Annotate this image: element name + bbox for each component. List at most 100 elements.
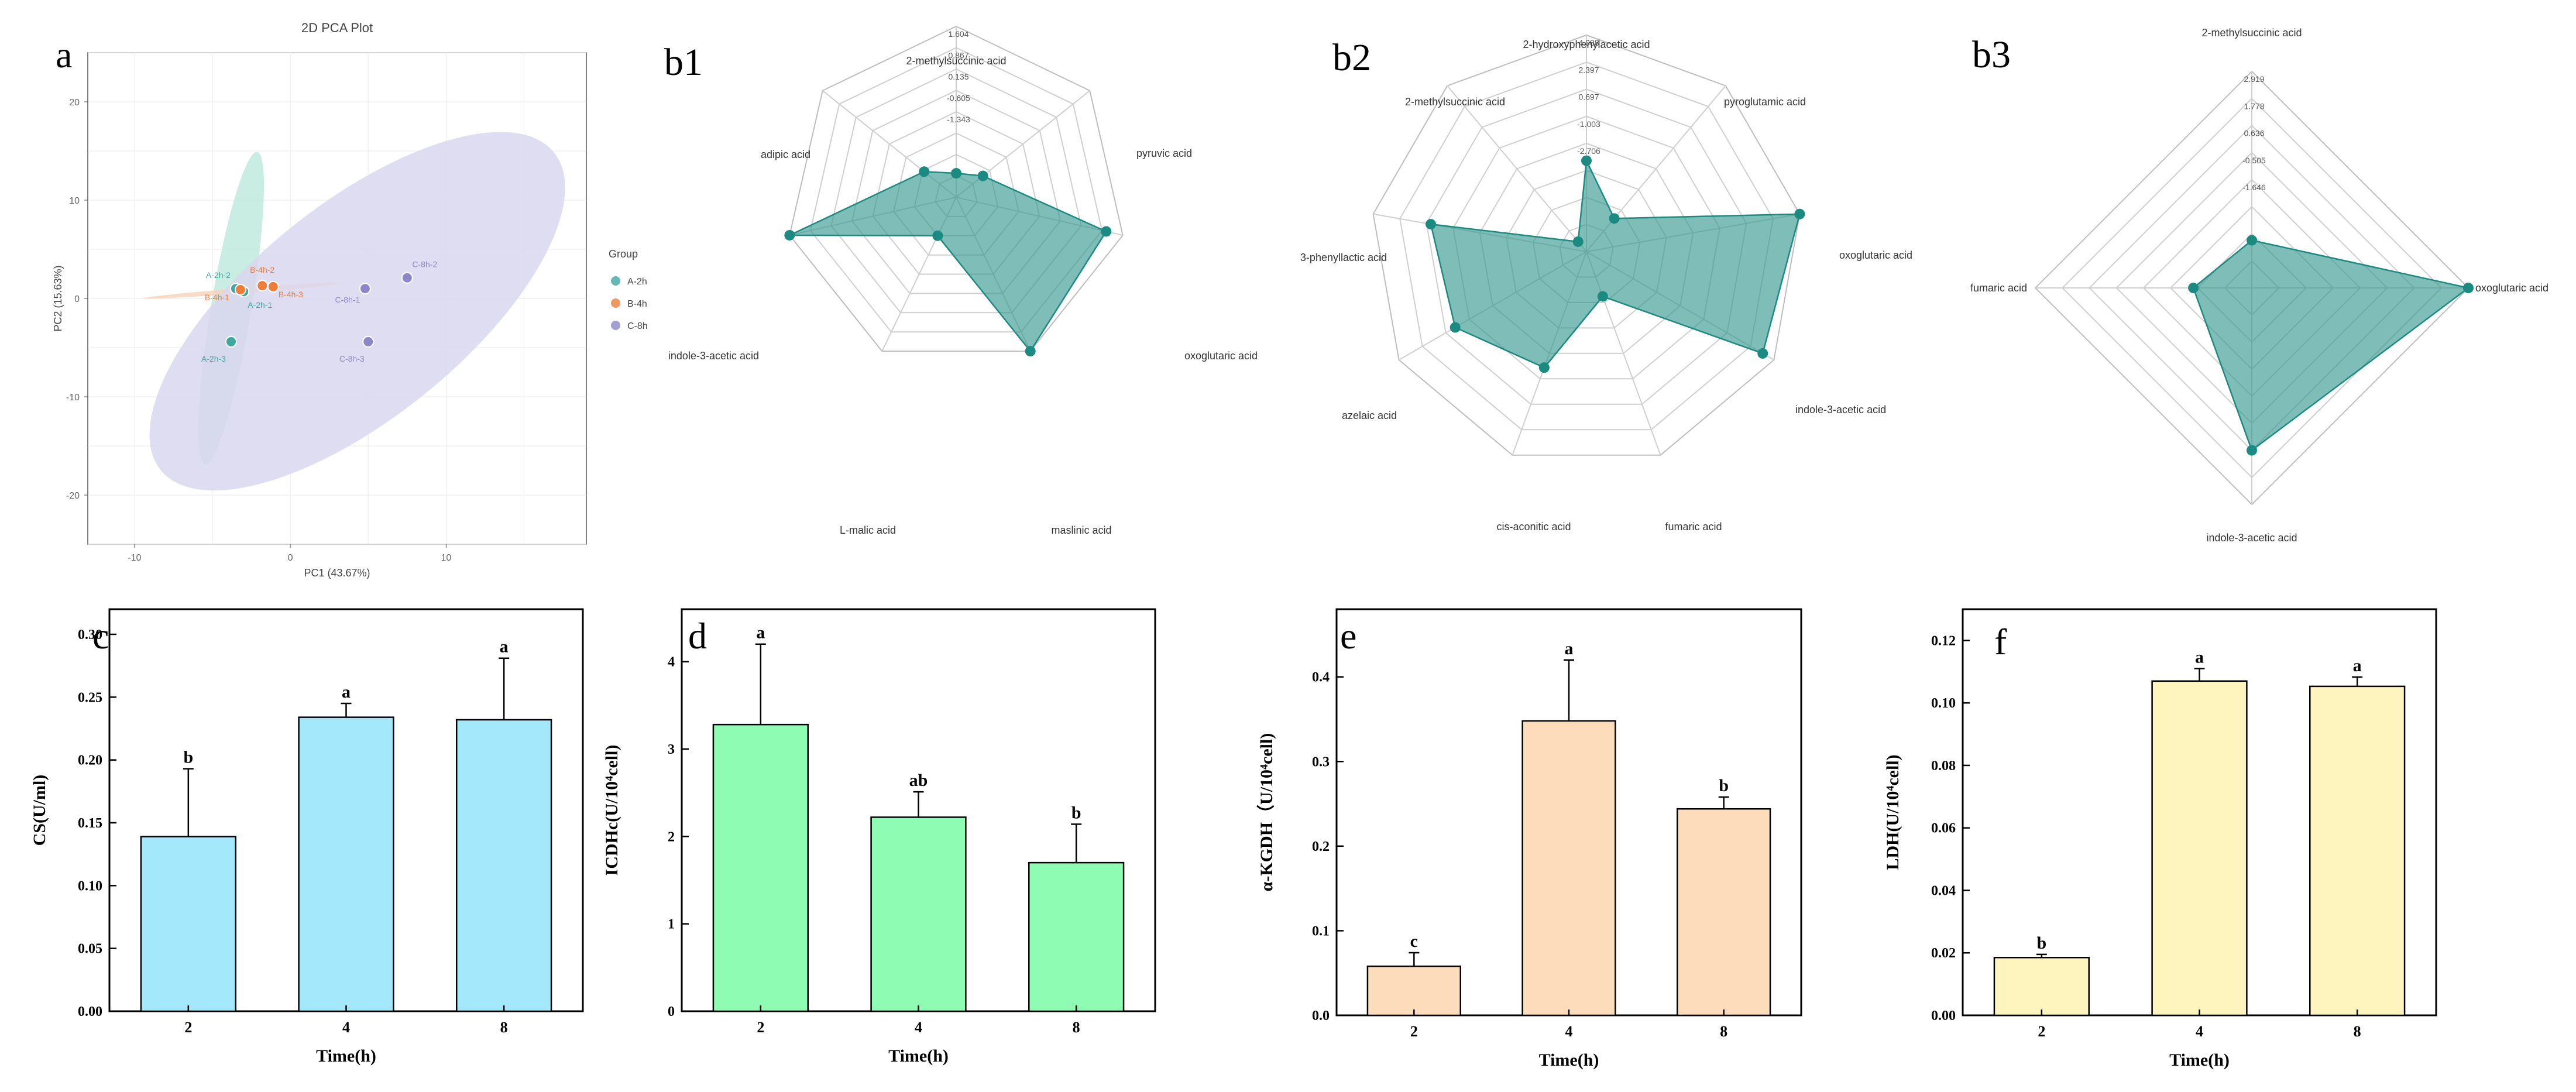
radar-axis-label-b2: cis-aconitic acid [1496, 521, 1571, 533]
radar-point-b1 [919, 166, 930, 177]
bar-y-tick-label-d: 1 [668, 917, 675, 932]
bar-x-tick-label-f: 8 [2354, 1023, 2361, 1040]
radar-ring-b1 [851, 90, 1061, 294]
pca-title: 2D PCA Plot [301, 20, 373, 35]
bar-y-tick-label-f: 0.06 [1931, 821, 1956, 836]
pca-point-B-4h-3 [267, 280, 279, 293]
bar-y-tick-label-d: 0 [668, 1004, 675, 1019]
bar-d-8 [1028, 861, 1125, 1012]
bar-x-axis-label-c: Time(h) [316, 1046, 376, 1066]
radar-point-b3 [2247, 235, 2257, 246]
radar-tick-label-b1: -0.605 [947, 94, 970, 103]
bar-y-axis-label-d: ICDHc(U/10⁴cell) [602, 745, 621, 876]
radar-point-b3 [2247, 445, 2257, 456]
bar-y-axis-label-c: CS(U/ml) [30, 775, 49, 846]
bar-y-tick-label-c: 0.20 [78, 753, 102, 768]
bar-significance-e: a [1565, 639, 1574, 658]
pca-point-label: A-2h-3 [201, 354, 226, 363]
pca-legend-marker-A-2h [610, 275, 621, 287]
radar-ring-b1 [830, 68, 1082, 314]
radar-axis-label-b1: indole-3-acetic acid [668, 350, 759, 362]
bar-x-tick-label-d: 2 [757, 1019, 764, 1036]
pca-point-B-4h-2 [256, 280, 269, 292]
radar-area-b3 [2192, 239, 2470, 452]
pca-x-tick-label: 10 [441, 553, 451, 563]
bar-y-tick-label-f: 0.12 [1931, 633, 1956, 648]
radar-tick-label-b2: -1.003 [1577, 119, 1600, 129]
radar-axis-label-b1: pyruvic acid [1136, 147, 1192, 159]
bar-y-tick-label-d: 4 [668, 655, 675, 670]
bar-significance-d: ab [909, 771, 928, 790]
bar-y-tick-label-f: 0.08 [1931, 758, 1956, 774]
bar-y-tick-label-c: 0.05 [78, 942, 102, 957]
pca-legend-marker-B-4h [610, 297, 621, 309]
bar-y-tick-label-f: 0.02 [1931, 946, 1956, 961]
radar-axis-label-b1: oxoglutaric acid [1184, 350, 1258, 362]
pca-point-C-8h-3 [362, 335, 375, 348]
bar-y-tick-label-d: 2 [668, 829, 675, 844]
panel-letter-e: e [1340, 615, 1356, 657]
pca-point-label: A-2h-2 [206, 270, 231, 280]
panel-letter-b2: b2 [1332, 36, 1371, 79]
bar-significance-f: b [2036, 933, 2046, 953]
radar-axis-label-b2: azelaic acid [1342, 410, 1397, 421]
radar-point-b2 [1581, 155, 1592, 166]
bar-significance-d: b [1071, 803, 1081, 822]
radar-point-b2 [1597, 291, 1608, 302]
radar-ring-b2 [1506, 170, 1667, 329]
pca-point-C-8h-2 [401, 272, 413, 284]
bar-x-axis-label-e: Time(h) [1539, 1050, 1599, 1070]
pca-legend-label-A-2h: A-2h [627, 277, 647, 287]
pca-point-label: B-4h-3 [279, 290, 303, 299]
radar-tick-label-b3: -0.505 [2242, 156, 2266, 165]
bar-y-tick-label-e: 0.2 [1312, 839, 1330, 854]
radar-axis-label-b3: oxoglutaric acid [2475, 282, 2548, 294]
radar-ring-b2 [1399, 61, 1774, 431]
bar-c-8 [456, 719, 552, 1012]
radar-ring-b1 [789, 25, 1124, 352]
bar-significance-e: c [1410, 932, 1418, 951]
radar-tick-label-b2: 0.697 [1578, 92, 1599, 102]
radar-point-b2 [1572, 236, 1584, 247]
radar-point-b2 [1757, 348, 1768, 359]
bar-x-tick-label-f: 2 [2038, 1023, 2045, 1040]
bar-e-4 [1521, 720, 1616, 1017]
bar-f-8 [2309, 685, 2406, 1017]
bar-x-tick-label-d: 4 [915, 1019, 922, 1036]
radar-axis-label-b2: oxoglutaric acid [1839, 249, 1912, 261]
radar-point-b3 [2463, 283, 2474, 293]
radar-area-b2 [1430, 158, 1801, 369]
pca-y-tick-label: -20 [66, 491, 80, 501]
bar-f-2 [1993, 956, 2090, 1017]
pca-y-axis-label: PC2 (15.63%) [52, 265, 64, 331]
radar-point-b1 [932, 230, 943, 241]
radar-axis-label-b3: indole-3-acetic acid [2206, 532, 2297, 544]
radar-tick-label-b3: 0.636 [2244, 129, 2264, 138]
radar-area-b1 [789, 171, 1108, 353]
panel-letter-f: f [1994, 621, 2007, 662]
bar-y-tick-label-c: 0.30 [78, 627, 102, 643]
radar-tick-label-b3: 1.778 [2244, 101, 2264, 111]
pca-point-A-2h-3 [225, 335, 237, 348]
radar-tick-label-b1: 0.135 [948, 72, 968, 81]
radar-point-b1 [1025, 346, 1036, 357]
radar-point-b2 [1450, 322, 1461, 333]
bar-y-tick-label-e: 0.3 [1312, 754, 1330, 770]
pca-point-B-4h-1 [234, 283, 246, 296]
bar-y-tick-label-e: 0.0 [1312, 1008, 1330, 1024]
radar-ring-b2 [1426, 88, 1747, 405]
bar-y-tick-label-d: 3 [668, 742, 675, 757]
radar-tick-label-b1: 1.604 [948, 29, 968, 39]
pca-point-label: B-4h-1 [205, 293, 229, 302]
bar-x-tick-label-e: 4 [1565, 1023, 1573, 1040]
bar-y-tick-label-f: 0.10 [1931, 696, 1956, 711]
pca-x-tick-label: -10 [128, 553, 141, 563]
bar-significance-c: a [500, 637, 509, 657]
bar-y-tick-label-e: 0.4 [1312, 670, 1330, 685]
radar-point-b2 [1538, 362, 1550, 373]
bar-e-8 [1677, 808, 1771, 1017]
bar-f-4 [2151, 680, 2248, 1017]
bar-x-tick-label-c: 2 [184, 1019, 192, 1036]
pca-y-tick-label: 20 [69, 98, 80, 108]
